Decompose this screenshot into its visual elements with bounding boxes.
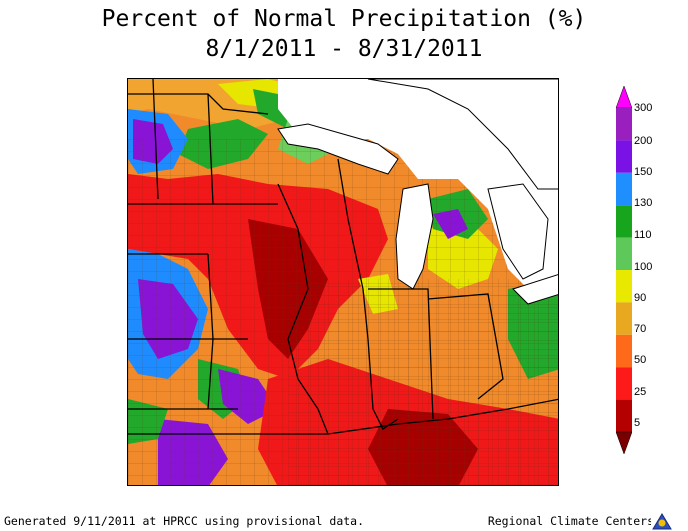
legend-swatch bbox=[616, 237, 632, 270]
canada-region bbox=[367, 79, 558, 190]
legend-label-25: 25 bbox=[634, 386, 647, 398]
lake-huron bbox=[487, 183, 549, 280]
lake-erie bbox=[512, 274, 558, 305]
legend-label-200: 200 bbox=[634, 135, 653, 147]
map-title: Percent of Normal Precipitation (%) bbox=[101, 6, 587, 32]
lake-superior bbox=[277, 123, 399, 175]
state-boundaries bbox=[128, 79, 558, 435]
precipitation-map bbox=[127, 78, 559, 486]
county-grid-east bbox=[288, 279, 558, 485]
legend-svg bbox=[615, 85, 633, 455]
legend-swatch bbox=[616, 367, 632, 400]
legend-label-130: 130 bbox=[634, 197, 653, 209]
legend-swatch bbox=[616, 399, 632, 432]
legend-swatch bbox=[616, 270, 632, 303]
legend-label-5: 5 bbox=[634, 417, 641, 429]
legend-bottom-triangle bbox=[615, 431, 633, 455]
lake-michigan bbox=[395, 183, 434, 290]
color-legend bbox=[615, 85, 633, 455]
legend-label-110: 110 bbox=[634, 229, 652, 241]
legend-label-70: 70 bbox=[634, 323, 647, 335]
legend-swatch bbox=[616, 205, 632, 238]
precipitation-map-svg bbox=[128, 79, 558, 485]
legend-swatch bbox=[616, 334, 632, 368]
legend-label-100: 100 bbox=[634, 261, 653, 273]
legend-top-triangle bbox=[615, 85, 633, 109]
footer-credit: Regional Climate Centers bbox=[487, 514, 654, 528]
legend-label-50: 50 bbox=[634, 354, 647, 366]
legend-label-300: 300 bbox=[634, 102, 653, 114]
great-lakes-water bbox=[278, 79, 558, 289]
map-date-range: 8/1/2011 - 8/31/2011 bbox=[205, 36, 483, 62]
footer-generated-note: Generated 9/11/2011 at HPRCC using provi… bbox=[4, 514, 365, 528]
legend-swatch bbox=[616, 302, 632, 335]
rcc-logo-icon bbox=[651, 512, 673, 531]
legend-swatch bbox=[616, 172, 632, 206]
legend-swatch bbox=[616, 140, 632, 173]
legend-label-150: 150 bbox=[634, 166, 653, 178]
legend-label-90: 90 bbox=[634, 292, 647, 304]
legend-swatch bbox=[616, 108, 632, 141]
